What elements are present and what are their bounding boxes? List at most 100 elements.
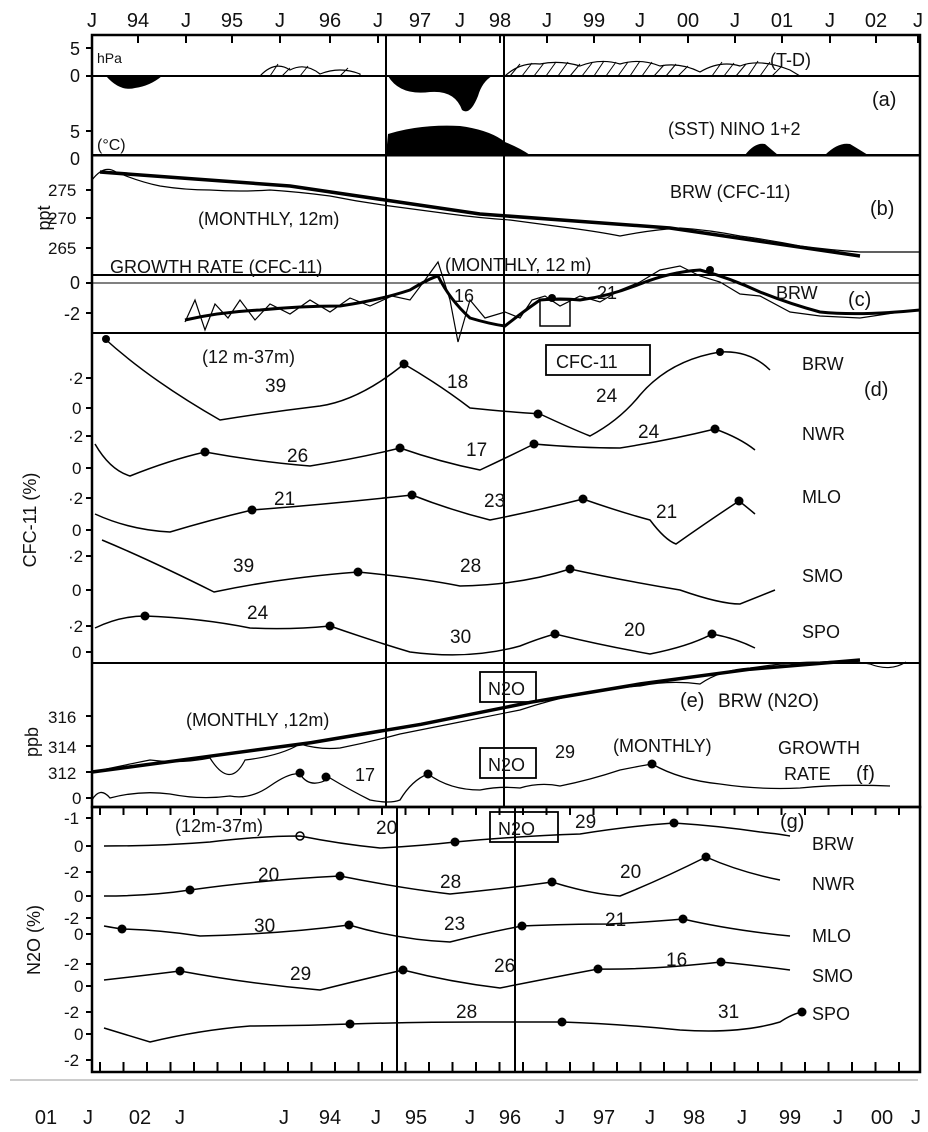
panel-label-c: (c) — [848, 289, 871, 311]
d-number: 39 — [265, 376, 286, 397]
panel-label-g: (g) — [780, 811, 804, 833]
panel-label-b: (b) — [870, 198, 894, 220]
panel-label-e: (e) — [680, 690, 704, 712]
bottom-axis-labels: 01 J 02 J J 94 J 95 J 96 J 97 J 98 J 99 J 00 J — [35, 1107, 921, 1129]
b-tick-270: 270 — [48, 209, 76, 228]
e-tick-316: 316 — [48, 708, 76, 727]
d-tick-label: 0 — [72, 581, 81, 600]
d-number: 24 — [247, 603, 269, 624]
g-station-brw: BRW — [812, 834, 854, 854]
d-number: 28 — [460, 556, 481, 577]
g-number: 20 — [376, 818, 397, 839]
panel-b: ppt 275 270 265 BRW (CFC-11) (MONTHLY, 1… — [34, 168, 920, 258]
d-number: 24 — [596, 386, 618, 407]
a-unit: hPa — [97, 50, 122, 66]
g-tick-label: 0 — [74, 977, 83, 996]
bottom-axis-label: 97 — [593, 1107, 615, 1129]
c-number-21: 21 — [597, 283, 617, 303]
bottom-axis-label: J — [83, 1107, 93, 1129]
g-number: 30 — [254, 916, 275, 937]
g-number: 23 — [444, 914, 465, 935]
bottom-axis-label: 02 — [129, 1107, 151, 1129]
c-number-16: 16 — [454, 286, 474, 306]
a-sst-tick-0: 0 — [70, 149, 80, 169]
g-number: 26 — [494, 956, 515, 977]
a-negative-fill-2 — [388, 76, 492, 112]
g-tick-label: -2 — [64, 909, 79, 928]
top-axis-label: J — [181, 10, 191, 32]
e-monthly-line — [91, 660, 907, 776]
b-note: (MONTHLY, 12m) — [198, 209, 339, 229]
g-number: 28 — [440, 872, 461, 893]
g-station-labels: BRW NWR MLO SMO SPO — [812, 834, 855, 1024]
b-tick-265: 265 — [48, 239, 76, 258]
top-axis-label: J — [455, 10, 465, 32]
d-curve-smo — [101, 539, 776, 605]
f-number-29: 29 — [555, 742, 575, 762]
d-box — [545, 344, 651, 376]
g-tick-label: 0 — [74, 1025, 83, 1044]
f-label-rate: RATE — [784, 764, 831, 784]
f-number-17: 17 — [355, 765, 375, 785]
a-sst-label: (SST) NINO 1+2 — [668, 119, 801, 139]
e-note: (MONTHLY ,12m) — [186, 710, 329, 730]
g-ylabel: N2O (%) — [24, 905, 44, 975]
top-axis-label: 99 — [583, 10, 605, 32]
panel-d: CFC-11 (%) (12 m-37m) CFC-11 (d) ·20·20·… — [20, 335, 888, 662]
d-ylabel: CFC-11 (%) — [20, 473, 40, 568]
a-negative-fill-1 — [106, 76, 162, 89]
d-tick-label: ·2 — [68, 489, 83, 508]
bottom-axis-label: J — [911, 1107, 921, 1129]
e-trend-line — [91, 658, 861, 774]
d-station-spo: SPO — [802, 622, 840, 642]
a-tick-0: 0 — [70, 66, 80, 86]
d-station-brw: BRW — [802, 354, 844, 374]
panel-label-d: (d) — [864, 379, 888, 401]
d-number: 20 — [624, 620, 645, 641]
panel-a: hPa 5 0 (T-D) (a) (°C) 5 0 (SST) NINO — [70, 39, 920, 169]
d-tick-label: 0 — [72, 459, 81, 478]
c-note: (MONTHLY, 12 m) — [445, 255, 591, 275]
g-curve-smo — [103, 961, 791, 991]
d-station-mlo: MLO — [802, 487, 841, 507]
bottom-axis-label: 95 — [405, 1107, 427, 1129]
bottom-axis-label: J — [555, 1107, 565, 1129]
panel-c: GROWTH RATE (CFC-11) (MONTHLY, 12 m) 0 -… — [64, 255, 921, 343]
panel-dividers — [92, 75, 920, 664]
c-title: GROWTH RATE (CFC-11) — [110, 257, 322, 277]
b-monthly-line — [91, 168, 920, 253]
top-axis-label: 01 — [771, 10, 793, 32]
bottom-axis-ticks — [99, 807, 900, 1072]
g-tick-label: 0 — [74, 887, 83, 906]
bottom-axis-label: J — [737, 1107, 747, 1129]
d-station-smo: SMO — [802, 566, 843, 586]
g-dots — [117, 818, 807, 1029]
top-axis-label: 97 — [409, 10, 431, 32]
f-box — [479, 747, 537, 779]
top-axis-label: 96 — [319, 10, 341, 32]
c-dot-2 — [548, 294, 556, 302]
top-axis-label: J — [913, 10, 923, 32]
g-station-nwr: NWR — [812, 874, 855, 894]
g-number: 29 — [575, 812, 596, 833]
f-growth-line — [91, 763, 891, 803]
c-peak-dot — [706, 266, 714, 274]
a-sst-tick-5: 5 — [70, 122, 80, 142]
g-note: (12m-37m) — [175, 816, 263, 836]
bottom-axis-label: 94 — [319, 1107, 341, 1129]
sst-warm-fill-3 — [825, 143, 868, 155]
d-curve-nwr — [94, 428, 756, 477]
d-axis-ticks: ·2 0 ·2 0 ·2 0 ·2 0 ·2 0 — [68, 369, 92, 662]
bottom-axis-label: 00 — [871, 1107, 893, 1129]
f-dots — [295, 759, 657, 782]
e-tick-312: 312 — [48, 764, 76, 783]
top-axis-label: J — [635, 10, 645, 32]
g-number: 28 — [456, 1002, 477, 1023]
d-station-nwr: NWR — [802, 424, 845, 444]
d-box-label: CFC-11 — [556, 352, 618, 372]
d-curve-brw — [103, 337, 771, 437]
bottom-axis-label: J — [175, 1107, 185, 1129]
e-tick-314: 314 — [48, 738, 76, 757]
d-tick-label: 0 — [72, 399, 81, 418]
